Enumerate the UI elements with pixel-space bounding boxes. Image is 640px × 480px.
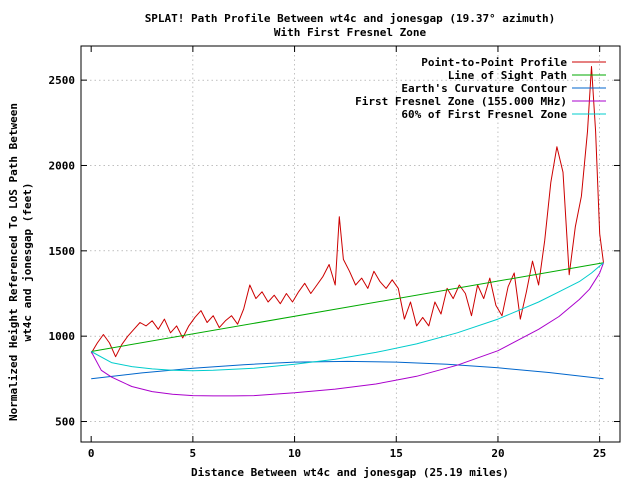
series-line bbox=[91, 360, 604, 380]
legend-label: Earth's Curvature Contour bbox=[401, 82, 567, 95]
x-axis-label: Distance Between wt4c and jonesgap (25.1… bbox=[191, 466, 509, 479]
y-tick-label: 500 bbox=[55, 416, 75, 429]
y-axis-label-line2: wt4c and jonesgap (feet) bbox=[21, 183, 34, 342]
y-tick-label: 1000 bbox=[49, 330, 76, 343]
x-tick-label: 20 bbox=[491, 447, 504, 460]
legend-label: First Fresnel Zone (155.000 MHz) bbox=[355, 95, 567, 108]
y-tick-label: 1500 bbox=[49, 245, 76, 258]
axis-ticks bbox=[81, 46, 620, 442]
x-tick-label: 5 bbox=[190, 447, 197, 460]
series-line bbox=[90, 262, 604, 372]
y-axis-label-line1: Normalized Height Referenced To LOS Path… bbox=[7, 103, 20, 421]
x-tick-labels: 0 5 10 15 20 25 bbox=[88, 447, 606, 460]
plot-frame bbox=[80, 45, 621, 443]
x-tick-label: 25 bbox=[593, 447, 606, 460]
x-tick-label: 0 bbox=[88, 447, 95, 460]
series-line bbox=[91, 262, 604, 352]
legend-label: 60% of First Fresnel Zone bbox=[401, 108, 567, 121]
chart-subtitle: With First Fresnel Zone bbox=[274, 26, 427, 39]
series-line bbox=[90, 262, 604, 397]
x-tick-label: 15 bbox=[390, 447, 403, 460]
legend: Point-to-Point Profile Line of Sight Pat… bbox=[355, 56, 606, 121]
x-tick-label: 10 bbox=[288, 447, 301, 460]
y-tick-label: 2000 bbox=[49, 159, 76, 172]
gridlines bbox=[81, 46, 620, 442]
y-tick-labels: 500 1000 1500 2000 2500 bbox=[49, 74, 76, 428]
series-group bbox=[90, 66, 604, 397]
series-line bbox=[90, 66, 604, 358]
y-tick-label: 2500 bbox=[49, 74, 76, 87]
legend-label: Line of Sight Path bbox=[448, 69, 567, 82]
legend-label: Point-to-Point Profile bbox=[421, 56, 567, 69]
chart-title: SPLAT! Path Profile Between wt4c and jon… bbox=[145, 12, 556, 25]
